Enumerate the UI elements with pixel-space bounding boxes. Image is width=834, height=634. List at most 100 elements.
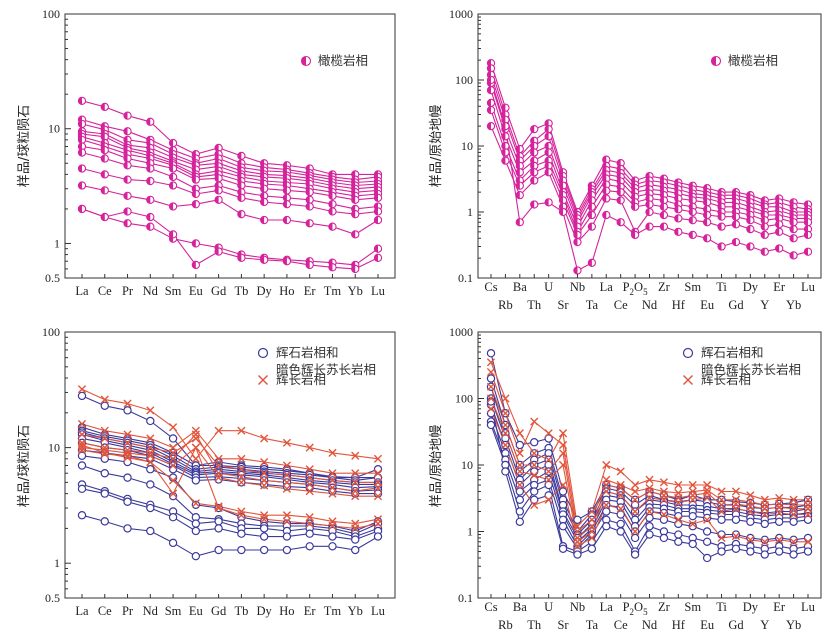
y-tick-label: 100: [455, 392, 473, 406]
x-tick-label: Dy: [257, 604, 273, 618]
data-point-half-circle: [674, 227, 683, 237]
data-point-half-circle: [587, 222, 597, 231]
data-point-half-circle: [77, 204, 87, 214]
x-tick-label: Ta: [586, 618, 599, 632]
data-point-open-circle: [191, 500, 201, 510]
data-point-cross: [515, 460, 524, 470]
data-point-cross: [674, 480, 683, 490]
data-point-cross: [775, 508, 784, 518]
data-point-open-circle: [100, 469, 109, 478]
data-point-half-circle: [501, 148, 510, 157]
x-tick-label: Ba: [513, 280, 527, 294]
data-point-open-circle: [688, 522, 697, 531]
x-tick-label: Nd: [143, 604, 159, 618]
data-point-cross: [746, 491, 755, 500]
legend-label-dark-gabbronorite: 暗色辉长苏长岩相: [701, 362, 801, 377]
data-point-open-circle: [100, 517, 109, 526]
data-point-cross: [501, 420, 510, 430]
data-point-half-circle: [168, 138, 178, 148]
data-point-half-circle: [515, 218, 524, 227]
data-point-cross: [237, 507, 246, 516]
y-tick-label: 1: [54, 236, 60, 250]
data-point-half-circle: [530, 141, 539, 151]
data-point-cross: [77, 446, 87, 455]
data-point-cross: [305, 480, 314, 489]
data-point-open-circle: [373, 465, 383, 474]
data-point-cross: [77, 430, 87, 439]
data-point-half-circle: [373, 253, 383, 262]
data-point-open-circle: [746, 517, 755, 526]
data-point-cross: [328, 476, 337, 485]
data-point-cross: [803, 537, 813, 546]
data-point-half-circle: [282, 215, 292, 225]
data-point-half-circle: [616, 196, 625, 205]
data-point-half-circle: [237, 193, 246, 202]
data-point-cross: [515, 467, 524, 476]
data-point-cross: [630, 487, 640, 496]
data-point-cross: [100, 395, 109, 404]
data-point-cross: [659, 478, 669, 487]
data-point-cross: [168, 423, 178, 432]
data-point-cross: [146, 451, 155, 460]
data-point-half-circle: [146, 176, 155, 186]
data-point-cross: [688, 495, 697, 504]
data-point-cross: [803, 500, 813, 510]
data-point-half-circle: [573, 230, 582, 240]
data-point-cross: [616, 467, 625, 476]
data-point-open-circle: [168, 434, 178, 443]
data-point-cross: [645, 475, 654, 484]
data-point-cross: [123, 399, 132, 408]
data-point-half-circle: [77, 119, 87, 129]
x-tick-label: Eu: [700, 618, 715, 632]
x-tick-label: Ce: [98, 284, 112, 298]
data-point-cross: [214, 454, 223, 463]
data-point-half-circle: [587, 258, 597, 267]
data-point-open-circle: [530, 467, 539, 476]
data-point-cross: [573, 542, 582, 551]
data-point-half-circle: [123, 175, 132, 184]
data-point-open-circle: [674, 537, 683, 547]
x-tick-label: Cs: [484, 600, 497, 614]
data-point-cross: [168, 454, 178, 463]
data-point-half-circle: [191, 175, 200, 184]
data-point-cross: [260, 469, 269, 478]
data-point-half-circle: [486, 86, 496, 95]
data-point-open-circle: [587, 537, 597, 547]
data-point-cross: [731, 504, 741, 513]
data-point-cross: [587, 507, 596, 516]
data-point-half-circle: [616, 218, 625, 227]
data-point-cross: [544, 467, 553, 476]
data-point-cross: [305, 519, 314, 528]
data-point-half-circle: [237, 253, 246, 262]
data-point-cross: [544, 455, 553, 464]
data-point-cross: [214, 502, 223, 511]
data-point-open-circle: [674, 530, 683, 539]
x-tick-label: Er: [304, 604, 317, 618]
data-point-half-circle: [100, 102, 109, 112]
data-point-open-circle: [282, 545, 292, 555]
x-tick-label: Gd: [728, 618, 744, 632]
data-point-half-circle: [544, 125, 553, 134]
data-point-open-circle: [616, 510, 625, 519]
data-point-cross: [486, 394, 496, 403]
data-point-half-circle: [760, 247, 769, 256]
y-tick-label: 1: [54, 556, 60, 570]
data-point-open-circle: [515, 507, 525, 516]
x-tick-label: Nd: [143, 284, 159, 298]
data-point-half-circle: [351, 230, 360, 239]
data-point-half-circle: [168, 164, 178, 173]
data-point-cross: [305, 443, 314, 452]
data-point-cross: [373, 469, 383, 478]
legend-marker-pyroxenite: [682, 347, 694, 359]
data-point-half-circle: [146, 117, 155, 126]
data-point-cross: [573, 527, 582, 536]
data-point-half-circle: [373, 244, 383, 253]
data-point-cross: [616, 504, 625, 513]
data-point-open-circle: [530, 438, 539, 447]
data-point-half-circle: [789, 234, 798, 243]
data-point-half-circle: [328, 222, 337, 231]
data-point-open-circle: [282, 532, 292, 541]
data-point-half-circle: [237, 151, 246, 161]
x-tick-label: Lu: [801, 280, 816, 294]
